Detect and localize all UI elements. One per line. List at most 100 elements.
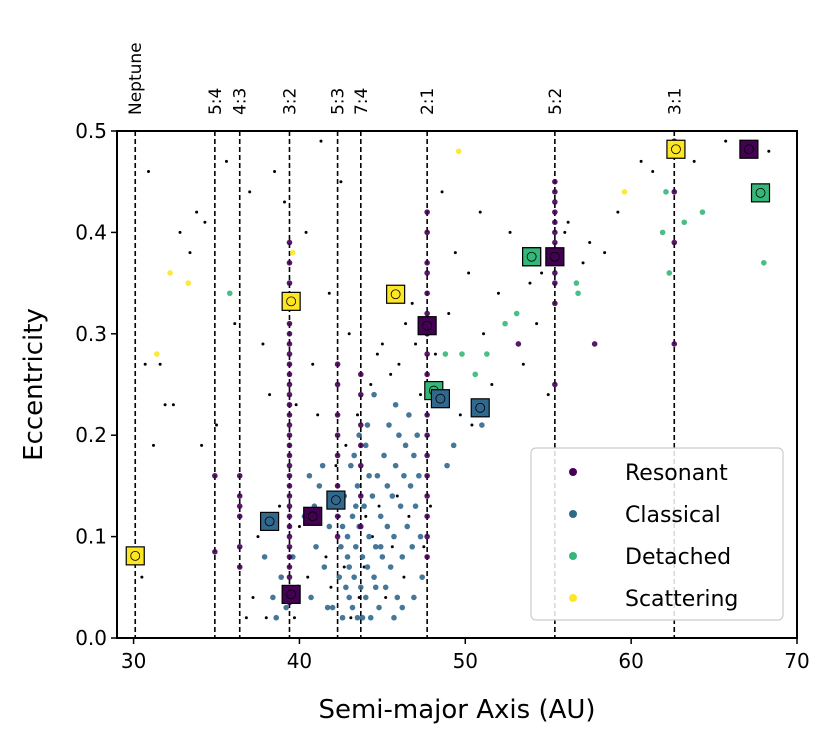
resonant-point [671, 189, 678, 195]
classical-point [356, 432, 362, 439]
resonant-point [286, 371, 293, 378]
x-tick-label: 70 [784, 649, 809, 673]
background-point [528, 281, 532, 285]
classical-point [354, 614, 361, 621]
classical-point [369, 493, 376, 499]
highlight-dot [331, 495, 341, 505]
resonant-point [286, 574, 293, 580]
y-tick-label: 0.4 [75, 220, 107, 244]
background-point [151, 443, 155, 447]
y-axis-title: Eccentricity [19, 308, 49, 461]
background-point [311, 362, 315, 366]
background-point [339, 180, 343, 184]
highlighted-objects [125, 139, 771, 604]
resonant-point [286, 351, 293, 357]
resonance-label: 3:2 [280, 88, 300, 115]
resonance-label: 5:2 [546, 88, 566, 115]
classical-point [324, 604, 331, 611]
classical-point [372, 543, 379, 550]
classical-point [450, 442, 457, 449]
classical-point [329, 604, 336, 611]
resonant-point [424, 452, 430, 459]
resonant-point [286, 341, 293, 347]
background-point [482, 332, 486, 336]
classical-point [411, 452, 417, 459]
resonant-point [212, 472, 218, 479]
highlight-dot [526, 251, 537, 262]
resonance-label: 4:3 [231, 88, 251, 115]
classical-point [411, 594, 417, 601]
resonant-point [286, 280, 293, 286]
plot-frame [116, 130, 798, 639]
background-point [327, 291, 331, 295]
resonant-point [358, 493, 364, 499]
highlight-dot [422, 320, 433, 331]
classical-point [416, 472, 422, 479]
resonant-point [424, 310, 430, 317]
resonant-point [236, 513, 243, 520]
detached-point [681, 219, 688, 226]
background-point [546, 393, 550, 397]
resonant-point [286, 391, 293, 398]
classical-point [326, 523, 333, 530]
y-tick-label: 0.1 [75, 525, 107, 549]
background-point [588, 241, 592, 245]
classical-point [374, 472, 381, 479]
classical-point [407, 483, 414, 489]
detached-point [575, 290, 581, 297]
legend-marker-scattering [569, 594, 577, 602]
background-point [478, 210, 482, 214]
classical-point [349, 513, 356, 520]
resonant-point [552, 270, 558, 276]
classical-point [343, 584, 349, 591]
background-point [178, 230, 182, 234]
highlight-dot [435, 393, 446, 404]
classical-point [386, 422, 392, 428]
legend-marker-classical [569, 510, 577, 518]
highlight-dot [475, 402, 486, 413]
background-point [143, 362, 147, 366]
background-point [364, 514, 368, 518]
classical-point [366, 533, 372, 540]
classical-point [321, 564, 328, 570]
classical-point [338, 543, 344, 550]
background-point [724, 139, 728, 143]
resonant-point [286, 320, 293, 327]
classical-point [261, 554, 268, 560]
background-point [163, 403, 167, 407]
classical-point [387, 564, 394, 570]
highlight-dot [671, 144, 681, 155]
background-point [616, 210, 620, 214]
resonance-label: 5:4 [206, 88, 226, 115]
background-point [603, 251, 607, 255]
classical-point [270, 594, 276, 601]
background-point [297, 524, 301, 528]
resonant-point [286, 523, 293, 530]
detached-point [666, 270, 673, 276]
background-point [283, 200, 287, 204]
legend-label-classical: Classical [625, 503, 721, 528]
background-point [428, 504, 432, 508]
classical-point [319, 462, 326, 469]
classical-point [406, 412, 412, 418]
y-axis-ticks: 0.0 0.1 0.2 0.3 0.4 0.5 [75, 119, 117, 650]
scattering-point [455, 148, 462, 155]
classical-point [354, 483, 361, 489]
classical-point [479, 422, 485, 428]
background-point [395, 494, 399, 498]
classical-point [414, 432, 420, 439]
classical-point [391, 614, 397, 621]
background-point [397, 362, 401, 366]
legend[interactable]: Resonant Classical Detached Scattering [530, 447, 784, 621]
resonant-point [286, 239, 293, 246]
classical-point [381, 452, 387, 459]
background-point [233, 322, 237, 326]
resonance-label: 2:1 [418, 88, 438, 115]
classical-point [351, 452, 357, 459]
resonant-point [286, 260, 293, 266]
resonant-point [552, 219, 558, 226]
highlight-dot [549, 251, 560, 262]
resonant-point [424, 513, 430, 520]
resonant-point [591, 341, 598, 347]
resonant-point [334, 361, 341, 368]
